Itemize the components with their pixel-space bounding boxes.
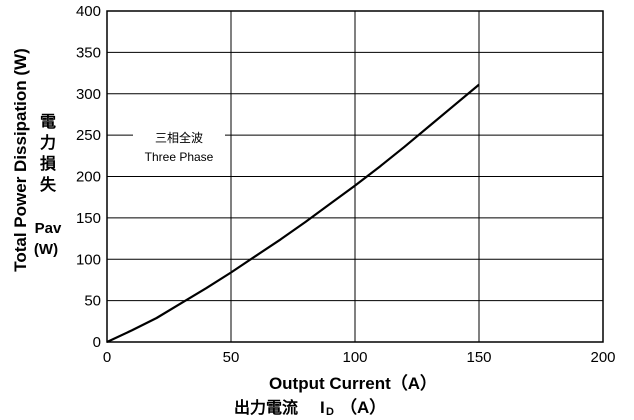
x-axis-symbol-subscript: D — [326, 406, 334, 418]
y-axis-symbol: Pav — [35, 220, 62, 237]
x-tick-label-4: 200 — [590, 349, 615, 366]
y-tick-label-0: 0 — [93, 334, 101, 351]
y-tick-label-6: 300 — [76, 86, 101, 103]
y-axis-title-jp-3: 損 — [40, 154, 57, 173]
x-tick-label-0: 0 — [103, 349, 111, 366]
y-tick-label-2: 100 — [76, 251, 101, 268]
x-axis-symbol: I — [320, 398, 325, 417]
y-axis-title: Total Power Dissipation (W) — [11, 48, 30, 272]
plot-frame — [106, 10, 604, 343]
annotation-jp: 三相全波 — [155, 130, 203, 145]
annotation-background — [133, 126, 225, 168]
y-axis-title-jp-2: 力 — [40, 133, 56, 152]
grid — [106, 10, 604, 343]
y-axis-title-jp-4: 失 — [40, 175, 57, 194]
x-axis-title: Output Current（A） — [269, 373, 437, 393]
y-tick-label-7: 350 — [76, 44, 101, 61]
y-tick-label-3: 150 — [76, 210, 101, 227]
y-tick-label-4: 200 — [76, 169, 101, 186]
annotation-en: Three Phase — [145, 150, 214, 164]
x-tick-label-3: 150 — [466, 349, 491, 366]
x-tick-label-2: 100 — [342, 349, 367, 366]
x-tick-label-1: 50 — [223, 349, 240, 366]
x-axis-title-jp: 出力電流 — [234, 398, 298, 417]
y-tick-label-5: 250 — [76, 127, 101, 144]
y-axis-unit: (W) — [34, 241, 58, 258]
y-tick-label-8: 400 — [76, 3, 101, 20]
x-axis-unit-jp: （A） — [340, 397, 386, 417]
tick-labels: 0 50 100 150 200 0 50 100 150 200 250 300 350 400 — [76, 3, 616, 366]
series-line-0 — [106, 83, 480, 343]
y-tick-label-1: 50 — [84, 293, 101, 310]
y-axis-title-jp-1: 電 — [40, 112, 56, 131]
series-layer — [106, 83, 480, 343]
